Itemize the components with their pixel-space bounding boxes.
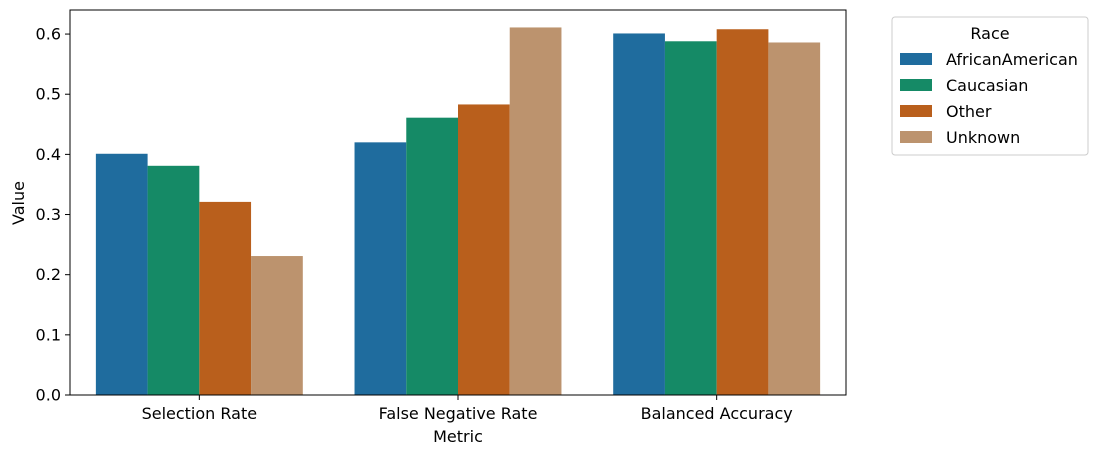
bar xyxy=(95,153,148,395)
y-axis-title: Value xyxy=(9,181,28,225)
legend-swatch xyxy=(900,53,932,65)
x-tick-label: Selection Rate xyxy=(142,404,258,423)
legend-swatch xyxy=(900,131,932,143)
bar xyxy=(509,27,562,395)
bars-group xyxy=(95,27,821,396)
bar xyxy=(251,256,303,395)
bar xyxy=(147,165,200,395)
bar xyxy=(613,33,665,396)
y-tick-label: 0.2 xyxy=(36,265,61,284)
legend-swatch xyxy=(900,79,932,91)
legend-items: AfricanAmerican Caucasian Other Unknown xyxy=(900,50,1078,147)
x-tick-label: Balanced Accuracy xyxy=(641,404,793,423)
bar xyxy=(458,104,510,395)
legend-swatch xyxy=(900,105,932,117)
bar xyxy=(664,41,717,395)
legend: Race AfricanAmerican Caucasian Other Unknow… xyxy=(891,16,1089,156)
bar xyxy=(354,142,407,395)
x-axis: Selection Rate False Negative Rate Balance… xyxy=(142,395,793,423)
y-tick-label: 0.0 xyxy=(36,386,61,405)
legend-title: Race xyxy=(970,24,1009,43)
legend-frame xyxy=(891,16,1089,156)
y-tick-label: 0.1 xyxy=(36,325,61,344)
y-tick-label: 0.4 xyxy=(36,145,61,164)
y-tick-label: 0.6 xyxy=(36,25,61,44)
bar xyxy=(199,201,252,395)
y-axis: 0.0 0.1 0.2 0.3 0.4 0.5 0.6 xyxy=(36,25,70,405)
bar xyxy=(406,117,458,396)
x-tick-label: False Negative Rate xyxy=(379,404,538,423)
x-axis-title: Metric xyxy=(433,427,483,446)
legend-label: Caucasian xyxy=(946,76,1028,95)
bar xyxy=(768,42,821,395)
y-tick-label: 0.5 xyxy=(36,85,61,104)
legend-label: Unknown xyxy=(946,128,1020,147)
legend-label: Other xyxy=(946,102,992,121)
legend-label: AfricanAmerican xyxy=(946,50,1078,69)
bar xyxy=(716,29,769,395)
y-tick-label: 0.3 xyxy=(36,205,61,224)
